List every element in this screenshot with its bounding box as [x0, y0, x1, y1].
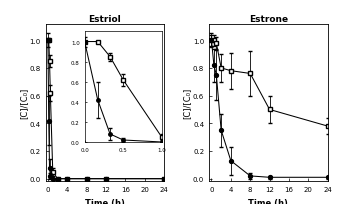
Title: Estrone: Estrone [249, 15, 288, 24]
Title: Estriol: Estriol [88, 15, 121, 24]
Y-axis label: [C]/[C₀]: [C]/[C₀] [19, 88, 28, 119]
X-axis label: Time (h): Time (h) [85, 198, 125, 204]
X-axis label: Time (h): Time (h) [248, 198, 288, 204]
Y-axis label: [C]/[C₀]: [C]/[C₀] [183, 88, 191, 119]
